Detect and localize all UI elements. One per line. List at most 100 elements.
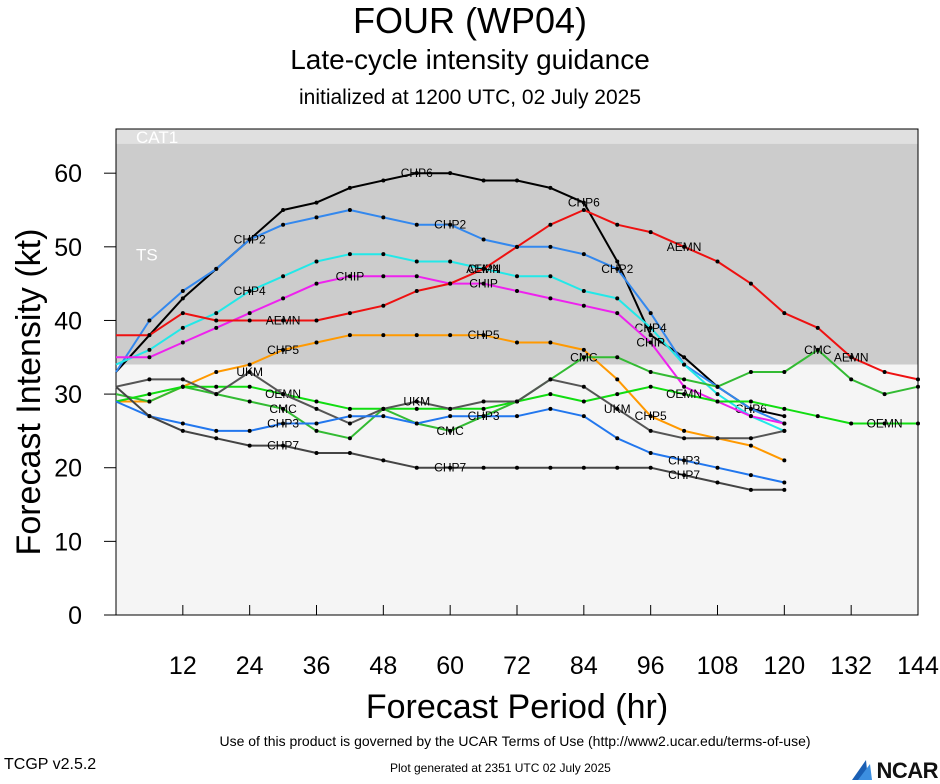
series-point [615, 465, 620, 470]
series-point [448, 171, 453, 176]
y-tick-label: 30 [54, 381, 82, 409]
series-point [281, 318, 286, 323]
series-point [247, 362, 252, 367]
series-point [247, 318, 252, 323]
series-point [682, 392, 687, 397]
series-point [849, 355, 854, 360]
series-point [748, 487, 753, 492]
series-point [615, 266, 620, 271]
series-point [748, 414, 753, 419]
series-point [782, 487, 787, 492]
series-point [448, 465, 453, 470]
series-label-ukm: UKM [604, 402, 631, 416]
series-chp3: CHP3 CHP3 CHP3 [115, 400, 787, 485]
series-point [481, 333, 486, 338]
series-point [748, 473, 753, 478]
series-point [715, 465, 720, 470]
y-tick-label: 10 [54, 528, 82, 556]
series-point [515, 289, 519, 293]
series-point [314, 406, 319, 411]
series-point [214, 428, 219, 433]
series-point [147, 399, 152, 404]
series-point [180, 325, 185, 330]
band-label-ts: TS [136, 246, 158, 265]
series-point [281, 443, 286, 448]
series-point [147, 414, 152, 419]
series-point [414, 406, 419, 411]
series-point [214, 266, 219, 271]
series-point [748, 281, 753, 286]
x-tick-label: 48 [369, 652, 397, 680]
ncar-logo-text: NCAR [876, 758, 938, 783]
series-point [281, 406, 286, 411]
series-point [615, 406, 620, 411]
y-tick-label: 40 [54, 307, 82, 335]
series-point [515, 465, 519, 470]
series-point [147, 318, 152, 323]
y-tick-label: 20 [54, 455, 82, 483]
series-point [247, 289, 252, 293]
series-point [314, 421, 319, 426]
series-point [180, 296, 185, 301]
series-point [347, 451, 352, 455]
series-point [682, 244, 687, 249]
x-axis-label: Forecast Period (hr) [366, 688, 668, 726]
series-point [180, 340, 185, 345]
series-point [548, 392, 553, 397]
version-label: TCGP v2.5.2 [4, 756, 97, 773]
y-tick-label: 60 [54, 160, 82, 188]
series-point [314, 428, 319, 433]
series-point [916, 384, 920, 389]
series-label-chp7: CHP7 [434, 461, 466, 475]
series-point [615, 222, 620, 227]
series-point [381, 178, 386, 183]
series-point [548, 244, 553, 249]
series-point [715, 399, 720, 404]
intensity-band-ts [116, 143, 918, 365]
series-point [648, 333, 653, 338]
series-point [782, 311, 787, 316]
series-point [147, 377, 152, 382]
series-label-chp6: CHP6 [568, 196, 600, 210]
series-point [281, 296, 286, 301]
series-point [448, 333, 453, 338]
series-point [815, 414, 820, 419]
series-label-chp5: CHP5 [468, 328, 500, 342]
series-point [147, 347, 152, 352]
series-label-chp4: CHP4 [234, 284, 266, 298]
series-label-chip: CHIP [469, 277, 498, 291]
series-label-ukm: UKM [236, 365, 263, 379]
series-point [347, 333, 352, 338]
series-point [180, 428, 185, 433]
series-point [849, 421, 854, 426]
series-label-chp7: CHP7 [668, 468, 700, 482]
x-tick-label: 12 [169, 652, 197, 680]
y-tick-label: 0 [68, 602, 82, 630]
series-point [281, 274, 286, 279]
series-label-chip: CHIP [336, 269, 365, 283]
series-point [648, 311, 653, 316]
series-point [448, 414, 453, 419]
series-point [481, 281, 486, 286]
series-point [815, 347, 820, 352]
series-point [682, 384, 687, 389]
series-point [581, 414, 586, 419]
series-label-oemn: OEMN [867, 417, 903, 431]
series-point [581, 289, 586, 293]
series-point [682, 473, 687, 478]
series-label-ukm: UKM [403, 394, 430, 408]
chart-title: FOUR (WP04) [353, 0, 587, 41]
series-point [548, 465, 553, 470]
series-point [481, 414, 486, 419]
series-point [581, 355, 586, 360]
series-point [414, 399, 419, 404]
series-point [682, 377, 687, 382]
series-point [281, 392, 286, 397]
series-point [682, 458, 687, 463]
series-point [581, 252, 586, 257]
series-point [381, 215, 386, 220]
x-tick-label: 60 [436, 652, 464, 680]
series-point [715, 384, 720, 389]
series-label-chp7: CHP7 [267, 439, 299, 453]
series-point [615, 436, 620, 441]
